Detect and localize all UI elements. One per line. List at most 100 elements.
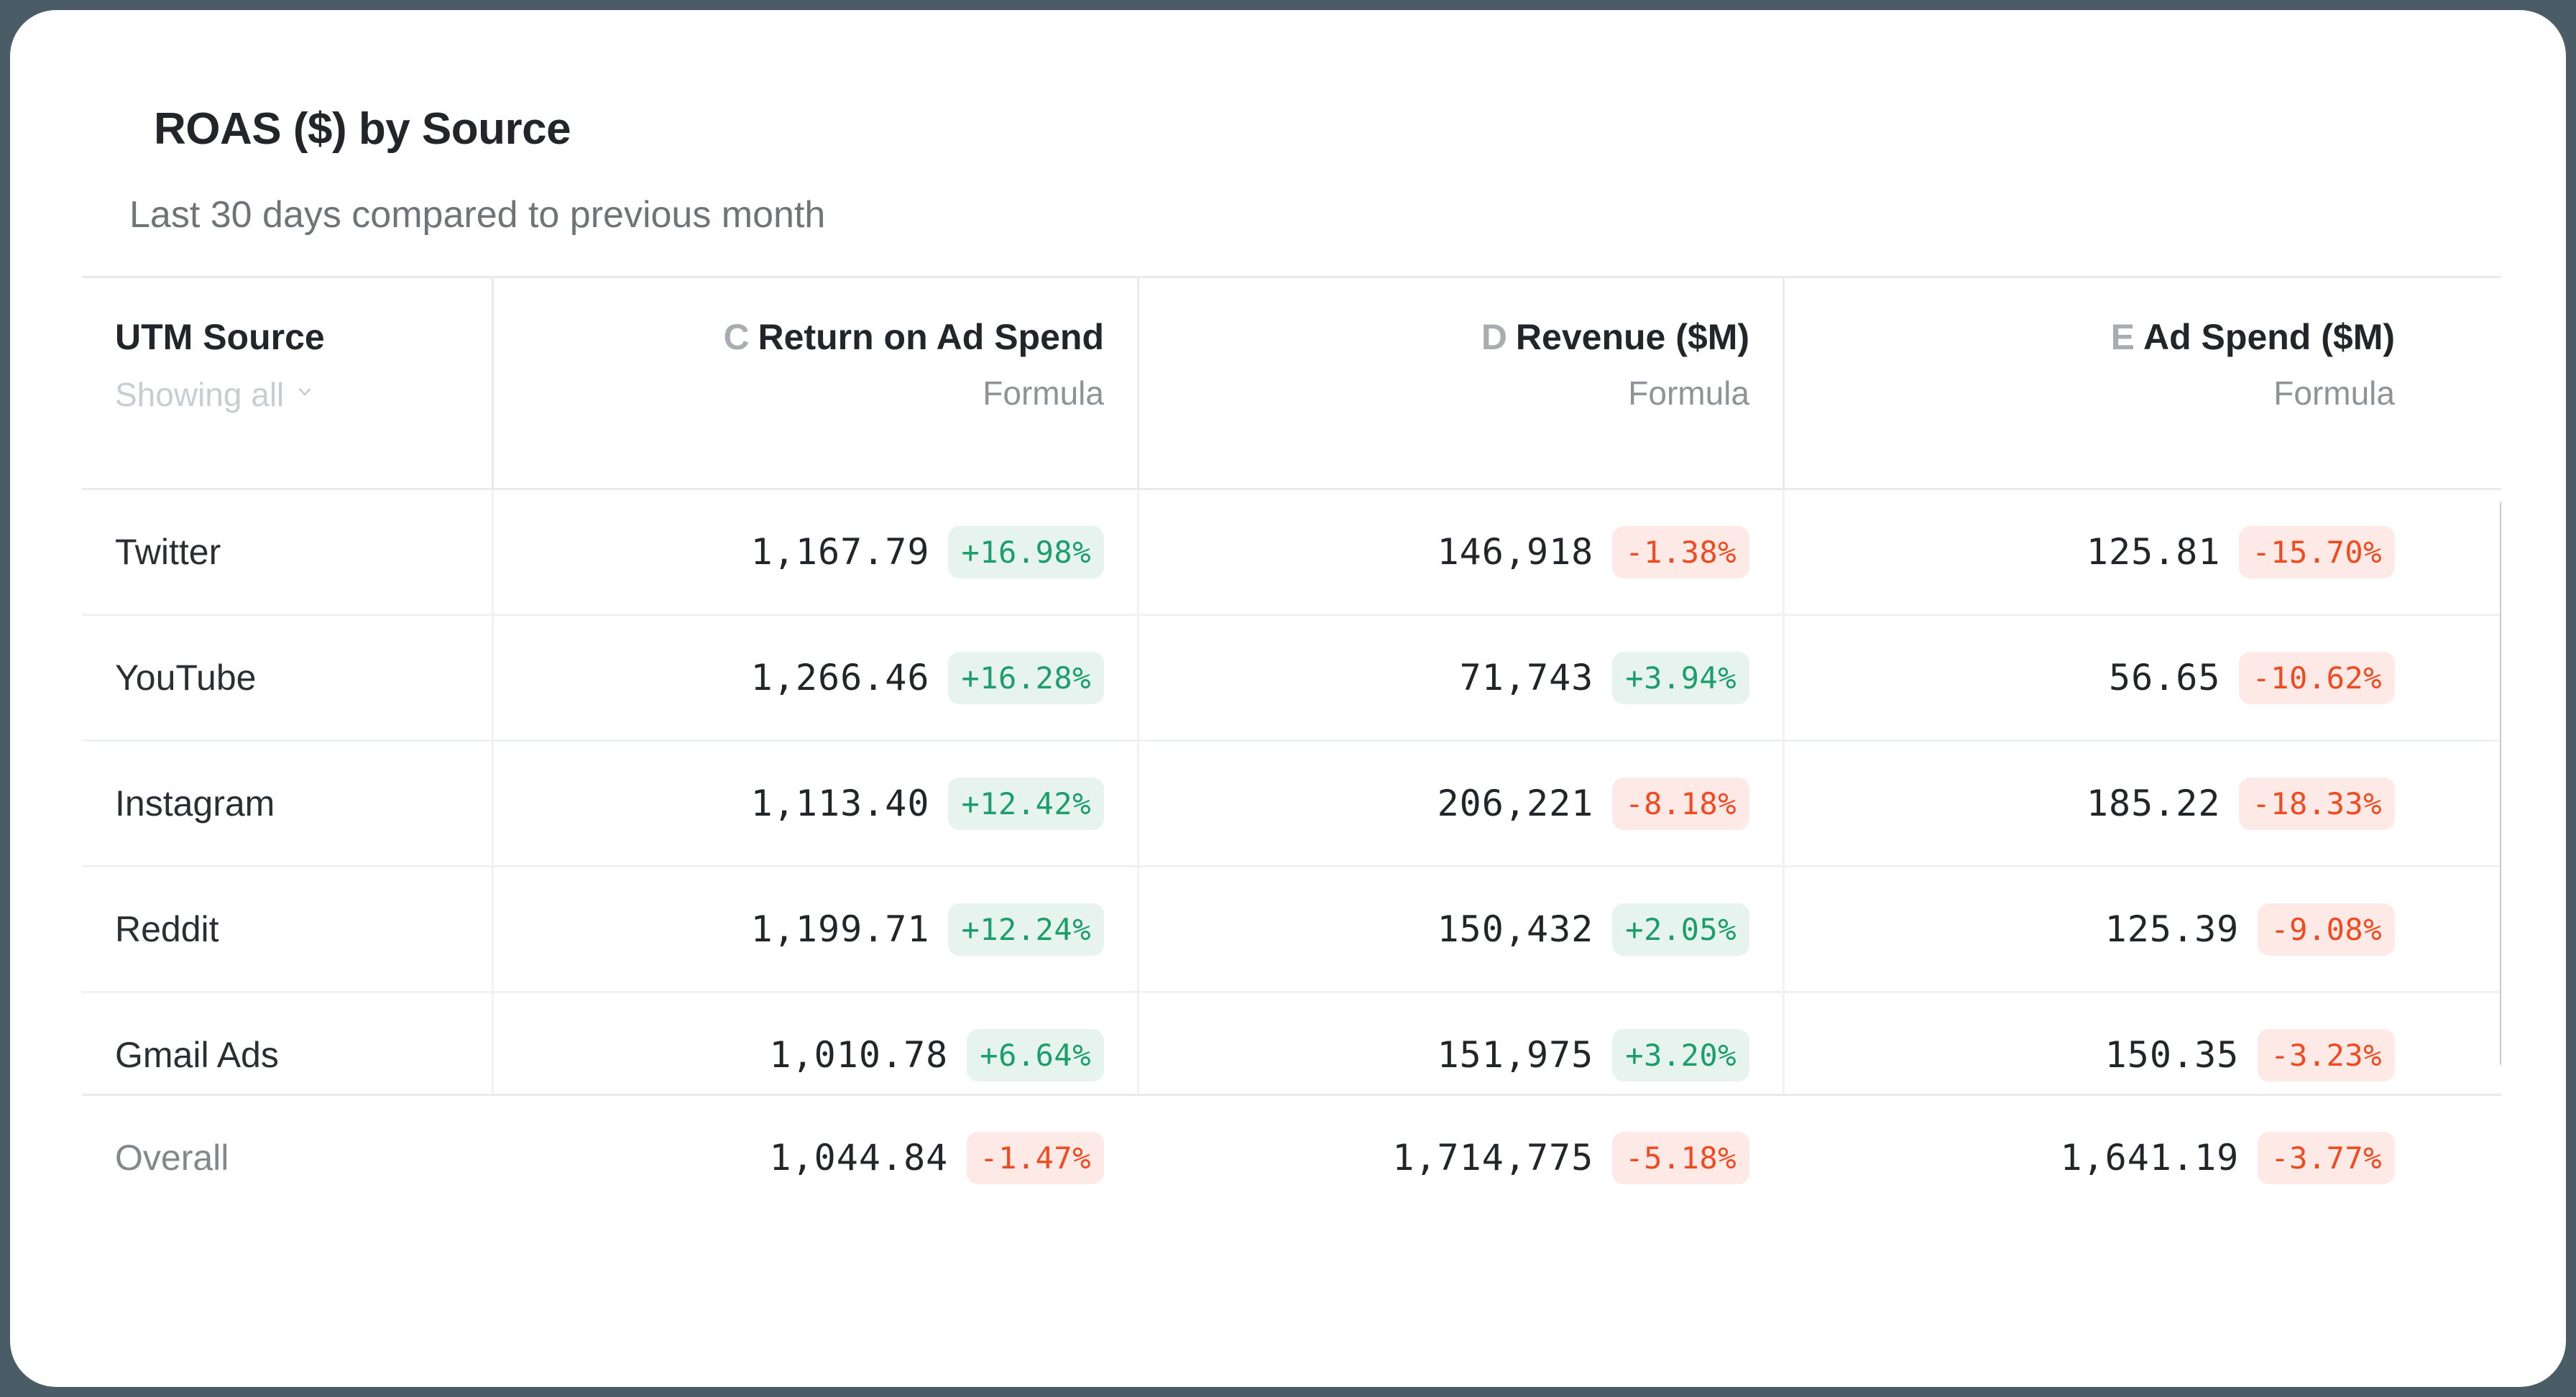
row-source-label: YouTube (115, 658, 257, 698)
row-metric-cell-e: 56.65 -10.62% (1782, 616, 2428, 739)
column-header-label: C Return on Ad Spend (527, 318, 1104, 356)
metric-delta-badge: +16.28% (948, 651, 1104, 704)
metric-value: 146,918 (1437, 531, 1594, 573)
roas-table: UTM Source Showing all C Return on Ad Spe… (82, 276, 2501, 1304)
table-row[interactable]: Gmail Ads 1,010.78 +6.64% 151,975 +3.20% 150.… (82, 993, 2501, 1094)
table-header-row: UTM Source Showing all C Return on Ad Spe… (82, 276, 2501, 490)
row-metric-cell-c: 1,167.79 +16.98% (492, 490, 1137, 614)
row-metric-cell-e: 150.35 -3.23% (1782, 993, 2428, 1094)
metric-value: 1,010.78 (769, 1034, 949, 1076)
overall-value: 1,714,775 (1392, 1137, 1594, 1179)
row-metric-cell-e: 185.22 -18.33% (1782, 742, 2428, 865)
table-rows: Twitter 1,167.79 +16.98% 146,918 -1.38% 125.8… (82, 490, 2501, 1094)
column-letter: D (1481, 317, 1507, 357)
row-source-label: Reddit (115, 909, 219, 949)
overall-label-cell: Overall (82, 1096, 492, 1220)
column-title: Ad Spend ($M) (2143, 317, 2395, 357)
table-row[interactable]: Instagram 1,113.40 +12.42% 206,221 -8.18% 185… (82, 742, 2501, 867)
row-metric-cell-d: 151,975 +3.20% (1137, 993, 1782, 1094)
overall-delta-badge: -3.77% (2258, 1131, 2395, 1184)
row-source-cell: Reddit (82, 867, 492, 991)
overall-label: Overall (115, 1138, 229, 1178)
overall-cell-revenue: 1,714,775 -5.18% (1137, 1096, 1782, 1220)
metric-delta-badge: -10.62% (2239, 651, 2395, 704)
row-source-cell: Twitter (82, 490, 492, 614)
column-header-label: UTM Source (115, 317, 325, 357)
column-letter: E (2110, 317, 2135, 357)
metric-value: 1,266.46 (750, 657, 930, 698)
vertical-scrollbar[interactable] (2500, 496, 2501, 1085)
metric-value: 1,113.40 (750, 783, 930, 824)
metric-value: 1,199.71 (750, 908, 930, 950)
metric-value: 151,975 (1437, 1034, 1594, 1076)
metric-delta-badge: +2.05% (1612, 903, 1749, 956)
column-letter: C (723, 317, 750, 357)
table-body-scroll-area[interactable]: Twitter 1,167.79 +16.98% 146,918 -1.38% 125.8… (82, 490, 2501, 1094)
header-cell-ad-spend[interactable]: E Ad Spend ($M) Formula (1782, 278, 2428, 488)
metric-delta-badge: +3.20% (1612, 1028, 1749, 1082)
column-title: Revenue ($M) (1515, 317, 1749, 357)
table-row[interactable]: Reddit 1,199.71 +12.24% 150,432 +2.05% 125.39… (82, 867, 2501, 993)
row-metric-cell-d: 71,743 +3.94% (1137, 616, 1782, 739)
overall-cell-return-on-ad-spend: 1,044.84 -1.47% (492, 1096, 1137, 1220)
page-title: ROAS ($) by Source (154, 104, 571, 154)
table-row[interactable]: Twitter 1,167.79 +16.98% 146,918 -1.38% 125.8… (82, 490, 2501, 616)
card-body: ROAS ($) by Source Last 30 days compared… (10, 10, 2566, 1387)
header-cell-revenue[interactable]: D Revenue ($M) Formula (1137, 278, 1782, 488)
column-header-label: D Revenue ($M) (1172, 318, 1749, 356)
metric-value: 206,221 (1437, 783, 1594, 824)
metric-delta-badge: +6.64% (967, 1028, 1104, 1082)
metric-value: 1,167.79 (750, 531, 930, 573)
row-metric-cell-e: 125.39 -9.08% (1782, 867, 2428, 991)
column-header-label: E Ad Spend ($M) (1818, 318, 2395, 356)
header-cell-return-on-ad-spend[interactable]: C Return on Ad Spend Formula (492, 278, 1137, 488)
column-subtitle: Formula (1628, 374, 1749, 412)
overall-cell-ad-spend: 1,641.19 -3.77% (1782, 1096, 2428, 1220)
overall-delta-badge: -1.47% (967, 1131, 1104, 1184)
source-filter-dropdown[interactable]: Showing all (115, 375, 314, 414)
metric-delta-badge: -8.18% (1612, 777, 1749, 830)
row-source-cell: Gmail Ads (82, 993, 492, 1094)
metric-delta-badge: -9.08% (2258, 903, 2395, 956)
row-metric-cell-e: 125.81 -15.70% (1782, 490, 2428, 614)
metric-delta-badge: +12.24% (948, 903, 1104, 956)
row-metric-cell-c: 1,113.40 +12.42% (492, 742, 1137, 865)
metric-delta-badge: -1.38% (1612, 525, 1749, 578)
metric-value: 125.39 (2104, 908, 2240, 950)
row-source-cell: YouTube (82, 616, 492, 739)
column-subtitle: Formula (2273, 374, 2395, 412)
row-source-label: Instagram (115, 783, 275, 824)
metric-delta-badge: +16.98% (948, 525, 1104, 578)
metric-value: 150,432 (1437, 908, 1594, 950)
table-overall-row: Overall 1,044.84 -1.47% 1,714,775 -5.18%… (82, 1094, 2501, 1220)
row-source-label: Twitter (115, 532, 221, 572)
header-cell-utm-source: UTM Source Showing all (82, 278, 492, 488)
page-subtitle: Last 30 days compared to previous month (129, 194, 826, 236)
metric-delta-badge: -15.70% (2239, 525, 2395, 578)
metric-delta-badge: -3.23% (2258, 1028, 2395, 1082)
scrollbar-thumb[interactable] (2500, 496, 2501, 1071)
row-metric-cell-c: 1,010.78 +6.64% (492, 993, 1137, 1094)
metric-value: 125.81 (2086, 531, 2221, 573)
source-filter-label: Showing all (115, 375, 285, 413)
metric-delta-badge: -18.33% (2239, 777, 2395, 830)
column-title: Return on Ad Spend (758, 317, 1104, 357)
row-source-cell: Instagram (82, 742, 492, 865)
overall-delta-badge: -5.18% (1612, 1131, 1749, 1184)
overall-value: 1,044.84 (769, 1137, 949, 1179)
metric-value: 150.35 (2104, 1034, 2240, 1076)
row-metric-cell-c: 1,266.46 +16.28% (492, 616, 1137, 739)
roas-card: ROAS ($) by Source Last 30 days compared… (10, 10, 2566, 1387)
row-source-label: Gmail Ads (115, 1035, 279, 1075)
metric-value: 185.22 (2086, 783, 2221, 824)
row-metric-cell-d: 150,432 +2.05% (1137, 867, 1782, 991)
metric-value: 71,743 (1459, 657, 1594, 698)
chevron-down-icon (295, 382, 314, 401)
row-metric-cell-c: 1,199.71 +12.24% (492, 867, 1137, 991)
row-metric-cell-d: 146,918 -1.38% (1137, 490, 1782, 614)
column-subtitle: Formula (983, 374, 1104, 412)
overall-value: 1,641.19 (2060, 1137, 2240, 1179)
table-row[interactable]: YouTube 1,266.46 +16.28% 71,743 +3.94% 56.65-… (82, 616, 2501, 742)
row-metric-cell-d: 206,221 -8.18% (1137, 742, 1782, 865)
metric-value: 56.65 (2108, 657, 2221, 698)
